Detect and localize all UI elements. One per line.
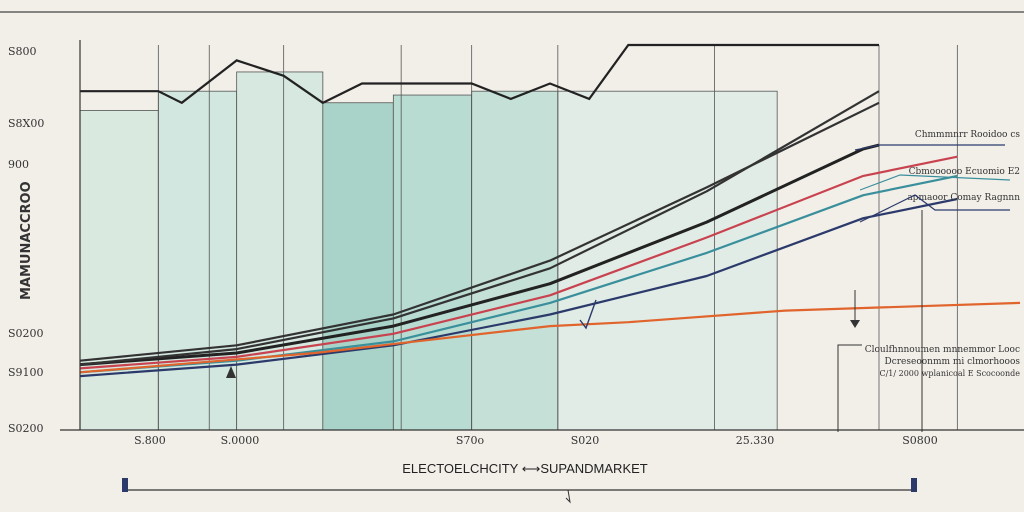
column-3 <box>322 102 394 431</box>
outline-line <box>80 43 879 105</box>
annotation-4: Dcreseoonmm mi clmorhooos <box>884 357 1020 367</box>
column-4 <box>392 94 473 431</box>
y-tick-label-5: S0200 <box>8 422 44 435</box>
leader-1 <box>859 174 1011 191</box>
x-tick-label-1: S.0000 <box>221 434 260 447</box>
series-line-5 <box>79 101 880 362</box>
annotation-3: Cloulfhnnoumen mnnemmor Looc <box>865 345 1020 355</box>
series-line-4 <box>79 301 1021 374</box>
column-0 <box>79 110 159 431</box>
column-2 <box>236 71 324 431</box>
callout-hook <box>579 299 597 330</box>
x-tick-label-5: S0800 <box>902 434 938 447</box>
column-5 <box>471 90 559 431</box>
arrow-up <box>226 366 236 378</box>
y-tick-label-2: 900 <box>8 158 29 171</box>
leader-0 <box>854 144 1005 151</box>
annotation-0: Chmmmnrr Rooidoo cs <box>915 130 1021 140</box>
y-tick-label-0: S800 <box>8 45 37 58</box>
chart-title: ELECTOELCHCITY ⟷SUPANDMARKET <box>402 461 648 476</box>
bracket-center-mark <box>565 489 571 504</box>
bracket-left-cap <box>122 478 128 492</box>
series-line-1 <box>79 155 958 370</box>
series-line-3 <box>79 197 958 378</box>
x-tick-label-3: S020 <box>571 434 600 447</box>
series-line-6 <box>79 90 880 366</box>
series-line-2 <box>79 174 958 374</box>
column-6 <box>557 90 778 431</box>
x-tick-label-4: 25.330 <box>736 434 775 447</box>
leader-2 <box>859 194 1010 223</box>
columns-layer <box>79 71 778 431</box>
axes-layer <box>60 40 1024 431</box>
y-tick-label-4: S9100 <box>8 366 44 379</box>
x-ticks-layer: S.800 S.0000 S70o S020 25.330 S0800 <box>134 434 938 447</box>
bracket-right-cap <box>911 478 917 492</box>
annotations-layer: Chmmmnrr Rooidoo cs Cbmoooooo Ecuomio E2 a… <box>226 130 1020 432</box>
x-tick-label-2: S70o <box>456 434 485 447</box>
leader-3 <box>837 344 862 432</box>
y-ticks-layer: S800 S8X00 900 S0200 S9100 S0200 <box>8 45 44 435</box>
y-tick-label-1: S8X00 <box>8 117 44 130</box>
y-axis-label: MAMUNACCROO <box>19 181 34 300</box>
annotation-2: apmaoor Comay Ragnnn <box>907 193 1020 203</box>
annotation-1: Cbmoooooo Ecuomio E2 <box>909 167 1020 177</box>
x-tick-label-0: S.800 <box>134 434 166 447</box>
y-tick-label-3: S0200 <box>8 327 44 340</box>
arrow-down <box>850 320 860 328</box>
column-1 <box>157 90 238 431</box>
annotation-5: C/1/ 2000 wplanicoal E Scocoonde <box>879 369 1020 378</box>
